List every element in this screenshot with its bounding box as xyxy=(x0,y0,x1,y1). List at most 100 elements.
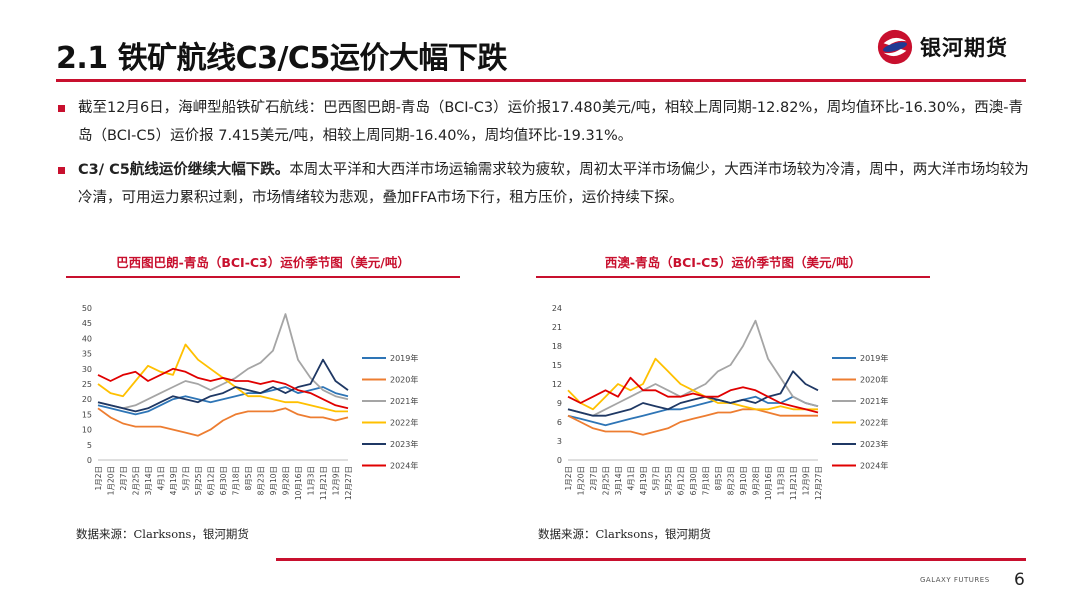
title-divider xyxy=(56,79,1026,82)
page-number: 6 xyxy=(1014,570,1025,590)
chart-c3-plot: 0 5 10 15 20 25 30 35 40 45 50 1月2日 1月20日 2月7日 2月25日 3月… xyxy=(82,304,419,500)
x-tick-label: 1月20日 xyxy=(107,466,116,495)
bullet-text: 截至12月6日，海岬型船铁矿石航线：巴西图巴朗-青岛（BCI-C3）运价报17.… xyxy=(78,100,1023,144)
x-tick-label: 6月12日 xyxy=(207,466,216,495)
bullet-square-icon xyxy=(58,105,65,112)
brand-name: 银河期货 xyxy=(920,36,1008,60)
x-tick-label: 2月25日 xyxy=(132,466,141,495)
x-tick-label: 10月16日 xyxy=(294,466,303,500)
series-line-2023年 xyxy=(97,358,349,413)
series-line-2023年 xyxy=(567,370,819,417)
legend-label: 2020年 xyxy=(390,375,418,385)
x-tick-label: 5月25日 xyxy=(664,466,673,495)
bullet-item: C3/ C5航线运价继续大幅下跌。本周太平洋和大西洋市场运输需求较为疲软，周初太… xyxy=(56,156,1031,212)
galaxy-logo-icon xyxy=(877,29,913,65)
y-tick-label: 35 xyxy=(82,350,92,359)
legend-label: 2023年 xyxy=(390,439,418,449)
x-tick-label: 7月18日 xyxy=(702,466,711,495)
x-tick-label: 11月21日 xyxy=(319,466,328,500)
series-line-2024年 xyxy=(97,367,349,410)
y-tick-label: 45 xyxy=(82,319,92,328)
x-tick-label: 7月18日 xyxy=(232,466,241,495)
legend-label: 2024年 xyxy=(860,461,888,471)
x-tick-label: 11月3日 xyxy=(777,466,786,495)
legend-label: 2024年 xyxy=(390,461,418,471)
x-tick-label: 8月23日 xyxy=(257,466,266,495)
x-tick-label: 2月25日 xyxy=(602,466,611,495)
series-line-2021年 xyxy=(567,319,819,417)
chart-c5-plot: 0 3 6 9 12 15 18 21 24 1月2日 1月20日 2月7日 2月25日 3月14日 4月1… xyxy=(552,304,889,500)
legend-label: 2019年 xyxy=(390,353,418,363)
x-tick-label: 11月21日 xyxy=(789,466,798,500)
x-tick-label: 5月7日 xyxy=(652,466,661,491)
y-tick-label: 30 xyxy=(82,365,92,374)
y-tick-label: 50 xyxy=(82,304,92,313)
x-tick-label: 12月27日 xyxy=(814,466,823,500)
series-line-2020年 xyxy=(97,407,349,437)
x-tick-label: 12月9日 xyxy=(332,466,341,495)
x-tick-label: 9月28日 xyxy=(752,466,761,495)
x-tick-label: 6月12日 xyxy=(677,466,686,495)
brand-logo: 银河期货 xyxy=(876,28,1008,66)
y-tick-label: 15 xyxy=(552,361,562,370)
chart-title: 西澳-青岛（BCI-C5）运价季节图（美元/吨） xyxy=(604,255,862,270)
legend-label: 2021年 xyxy=(860,396,888,406)
legend-label: 2020年 xyxy=(860,375,888,385)
series-line-2024年 xyxy=(567,376,819,414)
x-tick-label: 2月7日 xyxy=(119,466,128,491)
y-tick-label: 40 xyxy=(82,334,92,343)
x-tick-label: 4月1日 xyxy=(627,466,636,491)
x-tick-label: 8月23日 xyxy=(727,466,736,495)
y-tick-label: 5 xyxy=(87,441,92,450)
x-tick-label: 5月7日 xyxy=(182,466,191,491)
x-tick-label: 6月30日 xyxy=(689,466,698,495)
x-tick-label: 10月16日 xyxy=(764,466,773,500)
y-tick-label: 12 xyxy=(552,380,562,389)
chart-c3: 巴西图巴朗-青岛（BCI-C3）运价季节图（美元/吨） 0 5 10 15 20 25 30… xyxy=(62,252,464,526)
footer-divider xyxy=(276,558,1026,561)
bullet-item: 截至12月6日，海岬型船铁矿石航线：巴西图巴朗-青岛（BCI-C3）运价报17.… xyxy=(56,94,1031,150)
x-tick-label: 12月9日 xyxy=(802,466,811,495)
x-tick-label: 2月7日 xyxy=(589,466,598,491)
x-tick-label: 5月25日 xyxy=(194,466,203,495)
x-tick-label: 4月19日 xyxy=(639,466,648,495)
data-source-note: 数据来源：Clarksons，银河期货 xyxy=(538,527,711,541)
y-tick-label: 0 xyxy=(557,456,562,465)
y-tick-label: 24 xyxy=(552,304,562,313)
x-tick-label: 6月30日 xyxy=(219,466,228,495)
x-tick-label: 12月27日 xyxy=(344,466,353,500)
legend-label: 2019年 xyxy=(860,353,888,363)
x-tick-label: 11月3日 xyxy=(307,466,316,495)
x-tick-label: 3月14日 xyxy=(614,466,623,495)
x-tick-label: 9月10日 xyxy=(269,466,278,495)
y-tick-label: 0 xyxy=(87,456,92,465)
legend-label: 2023年 xyxy=(860,439,888,449)
series-line-2022年 xyxy=(567,357,818,411)
chart-title-divider xyxy=(66,276,460,278)
x-tick-label: 9月10日 xyxy=(739,466,748,495)
chart-c5: 西澳-青岛（BCI-C5）运价季节图（美元/吨） 0 3 6 9 12 15 18 21 24 1… xyxy=(532,252,934,526)
x-tick-label: 3月14日 xyxy=(144,466,153,495)
x-tick-label: 4月19日 xyxy=(169,466,178,495)
x-tick-label: 1月2日 xyxy=(564,466,573,491)
x-tick-label: 8月5日 xyxy=(244,466,253,491)
legend-label: 2021年 xyxy=(390,396,418,406)
chart-title: 巴西图巴朗-青岛（BCI-C3）运价季节图（美元/吨） xyxy=(116,255,410,270)
y-tick-label: 21 xyxy=(552,323,562,332)
legend-label: 2022年 xyxy=(860,418,888,428)
page-title: 2.1 铁矿航线C3/C5运价大幅下跌 xyxy=(56,41,507,76)
series-line-2021年 xyxy=(97,313,349,410)
data-source-note: 数据来源：Clarksons，银河期货 xyxy=(76,527,249,541)
x-tick-label: 8月5日 xyxy=(714,466,723,491)
footer-brand: GALAXY FUTURES xyxy=(920,576,990,584)
y-tick-label: 10 xyxy=(82,426,92,435)
y-tick-label: 15 xyxy=(82,410,92,419)
series-line-2019年 xyxy=(567,395,819,427)
x-tick-label: 1月2日 xyxy=(94,466,103,491)
bullet-list: 截至12月6日，海岬型船铁矿石航线：巴西图巴朗-青岛（BCI-C3）运价报17.… xyxy=(56,94,1031,218)
x-tick-label: 1月20日 xyxy=(577,466,586,495)
bullet-square-icon xyxy=(58,167,65,174)
y-tick-label: 9 xyxy=(557,399,562,408)
y-tick-label: 20 xyxy=(82,395,92,404)
series-line-2020年 xyxy=(567,408,818,436)
